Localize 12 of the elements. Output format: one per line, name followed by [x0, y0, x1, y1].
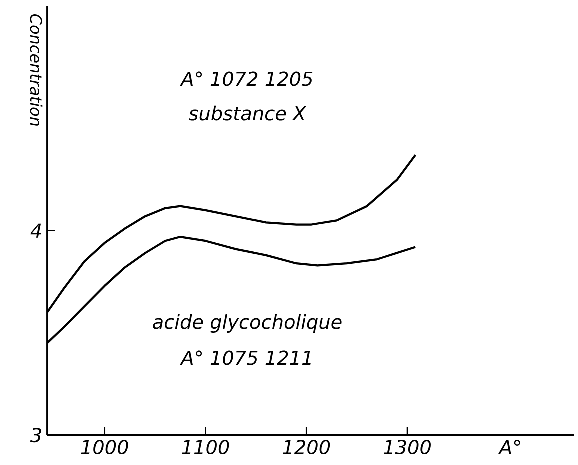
annotation: substance X: [188, 106, 307, 121]
annotation: acide glycocholique: [153, 314, 342, 333]
x-tick-label: 1000: [81, 440, 128, 454]
x-tick-label: 1200: [283, 440, 330, 454]
y-axis-title: Concentration: [30, 14, 43, 126]
annotation: A° 1072 1205: [180, 72, 313, 86]
y-tick-label: 4: [30, 224, 42, 238]
y-tick-label: 3: [30, 428, 42, 442]
annotation: A° 1075 1211: [180, 350, 311, 366]
x-tick-label: 1100: [182, 440, 230, 454]
x-tick-label: 1300: [384, 440, 431, 454]
x-axis-title: A°: [498, 440, 520, 454]
